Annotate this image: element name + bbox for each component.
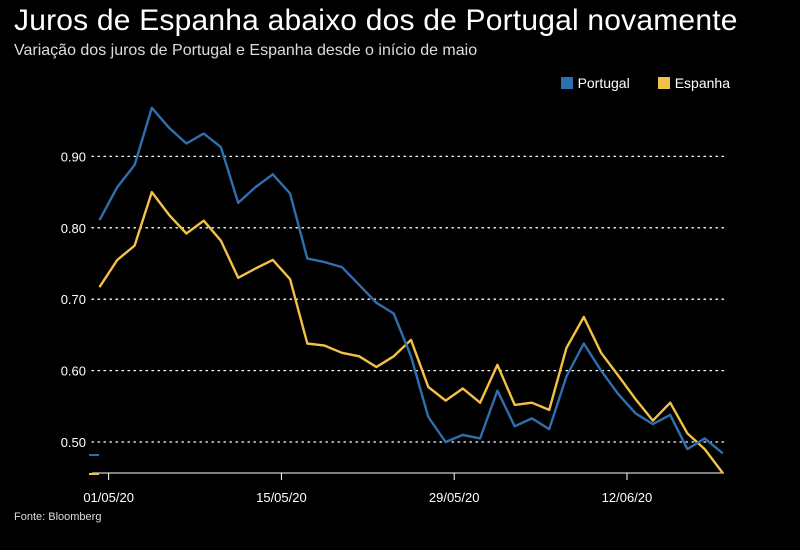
y-tick-label: 0.60 xyxy=(61,364,86,379)
legend-label-portugal: Portugal xyxy=(577,75,630,91)
axis-layer: 0.50 0.60 0.70 0.80 0.90 01/05/20 15/05/20 29/0… xyxy=(61,149,724,505)
y-tick-label: 0.90 xyxy=(61,149,86,164)
legend-label-espanha: Espanha xyxy=(674,75,730,91)
series-line-espanha xyxy=(98,190,724,474)
page-subtitle: Variação dos juros de Portugal e Espanha… xyxy=(14,42,478,59)
x-tick-label: 29/05/20 xyxy=(429,490,480,505)
y-tick-label: 0.70 xyxy=(61,292,86,307)
y-tick-label: 0.80 xyxy=(61,221,86,236)
x-tick-label: 12/06/20 xyxy=(602,490,653,505)
legend-swatch-espanha xyxy=(657,77,670,89)
series-line-portugal xyxy=(98,106,724,454)
source-note: Fonte: Bloomberg xyxy=(14,511,102,523)
x-tick-label: 01/05/20 xyxy=(83,490,134,505)
legend-item-espanha: Espanha xyxy=(657,75,730,91)
legend-swatch-portugal xyxy=(560,77,573,89)
series-layer xyxy=(98,106,724,474)
x-tick-label: 15/05/20 xyxy=(256,490,307,505)
grid-layer xyxy=(91,155,725,443)
y-tick-label: 0.50 xyxy=(61,435,86,450)
chart-legend: Portugal Espanha xyxy=(560,75,730,91)
legend-item-portugal: Portugal xyxy=(560,75,630,91)
page-title: Juros de Espanha abaixo dos de Portugal … xyxy=(14,4,738,37)
